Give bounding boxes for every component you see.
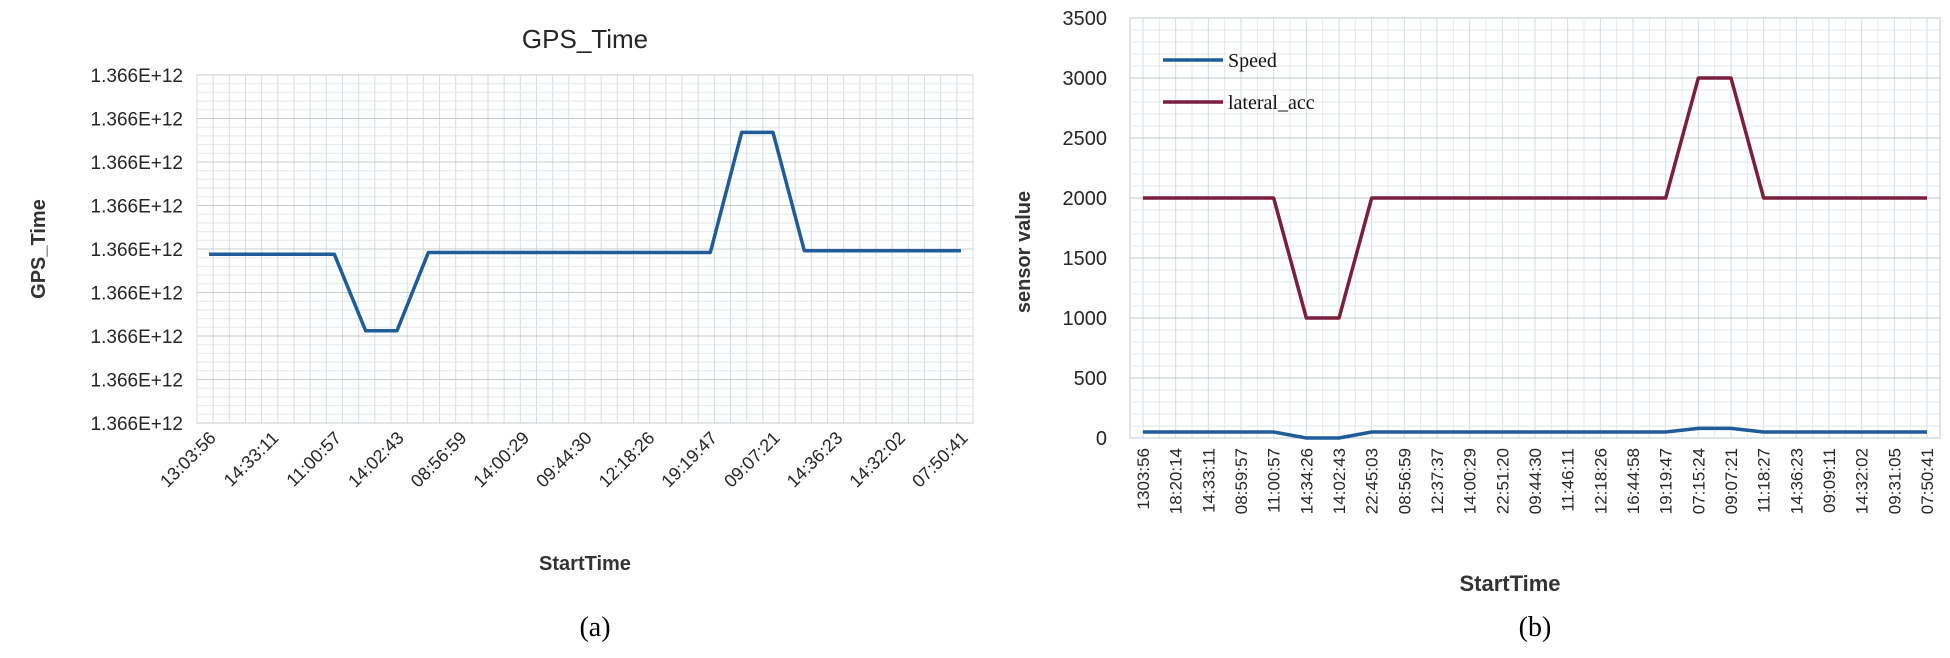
chart-b-x-tick-label: 11:46:11 (1559, 448, 1578, 512)
chart-a: 1.366E+12 1.366E+12 1.366E+12 1.366E+12 1.36… (28, 24, 974, 643)
chart-a-x-tick-label: 14:33:11 (220, 428, 283, 491)
chart-b-x-tick-label: 11:00:57 (1265, 448, 1284, 513)
chart-b-legend-label: Speed (1228, 50, 1277, 72)
chart-a-y-tick-label: 1.366E+12 (91, 371, 183, 392)
chart-a-y-tick-label: 1.366E+12 (91, 110, 183, 131)
chart-b-series-line-speed (1143, 426, 1927, 440)
chart-b-x-tick-label: 22:45:03 (1363, 448, 1382, 514)
chart-a-lines (209, 130, 961, 333)
chart-b-x-tick-label: 08:56:59 (1395, 448, 1414, 514)
chart-a-y-ticks: 1.366E+12 1.366E+12 1.366E+12 1.366E+12 1.36… (91, 66, 183, 435)
chart-b-y-ticks: 0 500 1000 1500 2000 2500 3000 3500 (1063, 8, 1108, 450)
chart-b-legend: Speed lateral_acc (1163, 50, 1315, 114)
chart-b-x-tick-label: 12:18:26 (1591, 448, 1610, 514)
chart-b-x-tick-label: 19:19:47 (1657, 448, 1676, 514)
chart-a-x-tick-label: 13:03:56 (156, 428, 220, 492)
chart-b-y-tick-label: 0 (1096, 428, 1107, 450)
chart-b-x-tick-label: 14:34:26 (1297, 448, 1316, 514)
chart-a-y-tick-label: 1.366E+12 (91, 414, 183, 435)
chart-a-x-tick-label: 14:36:23 (783, 428, 847, 492)
chart-b-x-tick-label: 14:36:23 (1787, 448, 1806, 514)
chart-b-x-tick-label: 08:59:57 (1232, 448, 1251, 514)
chart-a-y-tick-label: 1.366E+12 (91, 327, 183, 348)
chart-b: 0 500 1000 1500 2000 2500 3000 3500 1303:56 18:2… (1013, 8, 1941, 643)
chart-b-x-tick-label: 16:44:58 (1624, 448, 1643, 514)
chart-b-x-tick-label: 09:07:21 (1722, 448, 1741, 514)
chart-b-y-tick-label: 2000 (1063, 188, 1108, 210)
chart-b-lines (1143, 76, 1927, 440)
chart-a-y-tick-label: 1.366E+12 (91, 284, 183, 305)
chart-b-legend-label: lateral_acc (1228, 92, 1315, 114)
chart-a-caption: (a) (579, 612, 610, 643)
chart-b-y-tick-label: 2500 (1063, 128, 1108, 150)
chart-b-y-tick-label: 3500 (1063, 8, 1108, 30)
chart-a-x-tick-label: 07:50:41 (908, 428, 972, 492)
chart-a-y-tick-label: 1.366E+12 (91, 153, 183, 174)
chart-a-x-tick-label: 14:02:43 (344, 428, 408, 492)
chart-a-x-tick-label: 12:18:26 (595, 428, 659, 492)
chart-b-x-tick-label: 14:00:29 (1461, 448, 1480, 514)
chart-a-x-tick-label: 14:32:02 (845, 428, 909, 492)
chart-a-x-tick-label: 09:07:21 (720, 428, 784, 492)
chart-b-x-tick-label: 14:02:43 (1330, 448, 1349, 514)
chart-b-x-tick-label: 1303:56 (1134, 448, 1153, 509)
chart-b-x-tick-label: 14:32:02 (1853, 448, 1872, 514)
chart-a-x-tick-label: 19:19:47 (657, 428, 721, 492)
chart-b-x-tick-label: 18:20:14 (1167, 448, 1186, 514)
chart-b-y-tick-label: 1000 (1063, 308, 1108, 330)
chart-a-grid (196, 74, 974, 424)
chart-b-y-tick-label: 500 (1074, 368, 1107, 390)
chart-b-x-tick-label: 22:51:20 (1493, 448, 1512, 514)
chart-b-y-tick-label: 1500 (1063, 248, 1108, 270)
chart-a-x-tick-label: 14:00:29 (469, 428, 533, 492)
chart-b-grid (1130, 17, 1940, 439)
chart-a-y-tick-label: 1.366E+12 (91, 66, 183, 87)
chart-b-x-axis-title: StartTime (1459, 571, 1560, 596)
chart-a-title: GPS_Time (522, 24, 648, 54)
chart-b-caption: (b) (1519, 612, 1552, 643)
chart-b-y-tick-label: 3000 (1063, 68, 1108, 90)
chart-a-y-tick-label: 1.366E+12 (91, 240, 183, 261)
chart-b-x-tick-label: 11:18:27 (1755, 448, 1774, 513)
chart-a-x-tick-label: 11:00:57 (282, 428, 345, 491)
chart-b-x-tick-label: 09:31:05 (1885, 448, 1904, 514)
chart-b-x-tick-label: 07:15:24 (1689, 448, 1708, 514)
chart-b-x-tick-label: 09:09:11 (1820, 448, 1839, 513)
chart-b-x-tick-label: 14:33:11 (1199, 448, 1218, 513)
chart-b-y-axis-title: sensor value (1013, 191, 1035, 313)
chart-b-series-line-lateral-acc (1143, 76, 1927, 320)
chart-a-x-axis-title: StartTime (539, 553, 631, 575)
chart-a-x-tick-label: 09:44:30 (532, 428, 596, 492)
chart-a-y-axis-title: GPS_Time (28, 199, 50, 299)
chart-b-x-tick-label: 12:37:37 (1428, 448, 1447, 514)
chart-b-x-ticks: 1303:56 18:20:14 14:33:11 08:59:57 11:00:57 1… (1134, 448, 1937, 514)
chart-a-x-ticks: 13:03:56 14:33:11 11:00:5714:02:4308:56:59… (156, 428, 972, 492)
chart-a-series-line (209, 130, 961, 333)
chart-a-y-tick-label: 1.366E+12 (91, 197, 183, 218)
chart-b-x-tick-label: 09:44:30 (1526, 448, 1545, 514)
chart-b-x-tick-label: 07:50:41 (1918, 448, 1937, 514)
chart-a-x-tick-label: 08:56:59 (407, 428, 471, 492)
